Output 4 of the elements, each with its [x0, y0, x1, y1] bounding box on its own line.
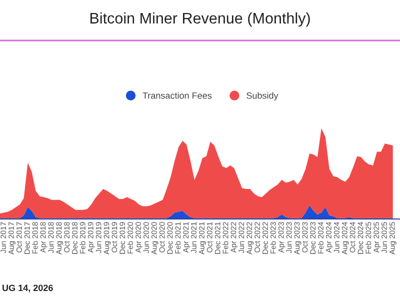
chart-title: Bitcoin Miner Revenue (Monthly): [90, 12, 310, 27]
legend-label: Transaction Fees: [142, 92, 212, 99]
legend-label: Subsidy: [246, 92, 278, 101]
text: UG 14, 2026: [2, 284, 53, 292]
